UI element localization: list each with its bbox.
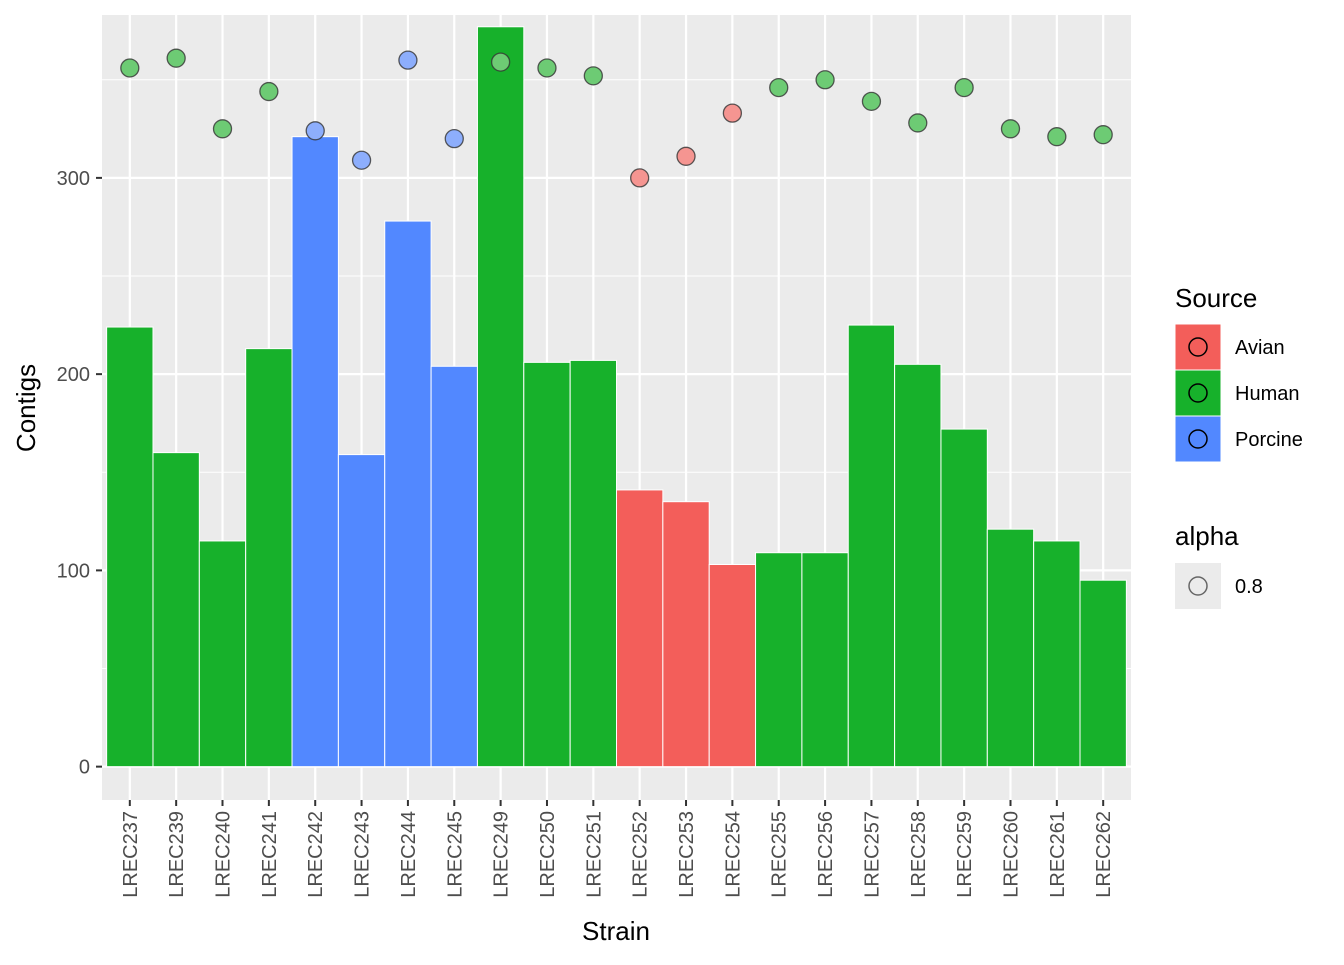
point-LREC257	[861, 91, 882, 111]
legend-label-alpha: 0.8	[1235, 576, 1263, 598]
x-tick-label: LREC255	[769, 811, 791, 898]
point-LREC240	[212, 119, 233, 139]
legend-circle-icon	[1188, 576, 1208, 596]
bar-LREC259	[940, 428, 988, 768]
point-LREC244	[398, 50, 418, 70]
bar-LREC261	[1033, 540, 1081, 768]
point-LREC241	[259, 81, 279, 102]
point-LREC254	[722, 103, 743, 123]
x-axis-title: Strain	[582, 916, 650, 946]
y-tick-label: 200	[57, 364, 90, 386]
points	[120, 48, 1113, 188]
legend-label-avian: Avian	[1235, 337, 1285, 359]
x-tick-label: LREC254	[722, 811, 744, 898]
point-LREC259	[954, 77, 974, 98]
x-tick-label: LREC250	[537, 811, 559, 898]
x-tick-label: LREC253	[676, 811, 698, 898]
legend-circle-icon	[1188, 383, 1208, 403]
point-LREC245	[444, 128, 464, 149]
bar-LREC239	[152, 452, 200, 768]
bar-LREC256	[801, 552, 849, 768]
x-tick-label: LREC260	[1000, 811, 1022, 898]
bar-LREC240	[198, 540, 247, 768]
point-LREC256	[815, 70, 835, 90]
bar-LREC249	[476, 26, 525, 768]
bar-LREC250	[523, 361, 571, 768]
y-axis: 0 100 200 300	[57, 168, 102, 779]
legend-key-porcine	[1174, 415, 1222, 463]
point-LREC239	[166, 48, 186, 68]
point-LREC255	[769, 77, 789, 98]
x-tick-label: LREC256	[815, 811, 837, 898]
x-tick-label: LREC249	[491, 811, 513, 898]
point-LREC262	[1093, 125, 1113, 145]
x-tick-label: LREC239	[166, 811, 188, 898]
x-tick-label: LREC251	[583, 811, 605, 898]
point-LREC242	[305, 121, 325, 141]
x-tick-label: LREC243	[352, 811, 374, 898]
bar-LREC251	[569, 359, 617, 768]
bar-LREC262	[1079, 579, 1127, 768]
x-axis: LREC237 LREC239 LREC240 LREC241 LREC242 LREC2…	[120, 800, 1115, 898]
x-tick-label: LREC241	[259, 811, 281, 898]
point-LREC237	[120, 58, 140, 78]
bar-LREC254	[708, 564, 757, 768]
legend-key-alpha	[1175, 563, 1221, 609]
x-tick-label: LREC262	[1093, 811, 1115, 898]
legend-key-avian	[1174, 323, 1222, 371]
point-LREC260	[1000, 119, 1021, 139]
x-tick-label: LREC258	[908, 811, 930, 898]
x-tick-label: LREC244	[398, 811, 420, 898]
bar-LREC245	[430, 365, 478, 768]
point-LREC253	[676, 146, 696, 166]
bar-LREC260	[986, 528, 1035, 768]
bars	[106, 26, 1127, 768]
x-tick-label: LREC237	[120, 811, 142, 898]
bar-LREC252	[616, 489, 664, 768]
legend-circle-icon	[1188, 429, 1208, 449]
legend-key-human	[1174, 369, 1222, 417]
x-tick-label: LREC259	[954, 811, 976, 898]
bar-LREC253	[662, 501, 710, 768]
point-LREC252	[630, 168, 650, 188]
y-tick-label: 0	[79, 757, 90, 779]
legend-circle-icon	[1188, 337, 1208, 357]
bar-LREC241	[245, 348, 293, 768]
bar-LREC255	[755, 552, 803, 768]
legend-title-source: Source	[1175, 283, 1257, 313]
point-LREC258	[908, 113, 928, 133]
bar-LREC237	[106, 326, 154, 768]
x-tick-label: LREC261	[1047, 811, 1069, 898]
x-tick-label: LREC240	[213, 811, 235, 898]
x-tick-label: LREC252	[630, 811, 652, 898]
x-tick-label: LREC257	[861, 811, 883, 898]
bar-LREC257	[847, 324, 896, 768]
legend: Source Avian Human Porcine alpha 0.8	[1174, 283, 1303, 609]
point-LREC250	[537, 58, 557, 78]
x-tick-label: LREC242	[305, 811, 327, 898]
legend-label-porcine: Porcine	[1235, 429, 1303, 451]
point-LREC249	[490, 52, 511, 72]
bar-LREC242	[291, 136, 339, 768]
bar-LREC244	[384, 220, 432, 768]
y-axis-title: Contigs	[11, 364, 41, 452]
bar-LREC243	[337, 454, 386, 768]
point-LREC251	[583, 66, 603, 86]
y-tick-label: 100	[57, 560, 90, 582]
legend-label-human: Human	[1235, 383, 1299, 405]
bar-LREC258	[894, 363, 942, 768]
legend-title-alpha: alpha	[1175, 521, 1239, 551]
point-LREC261	[1047, 127, 1067, 147]
point-LREC243	[351, 150, 372, 170]
y-tick-label: 300	[57, 168, 90, 190]
x-tick-label: LREC245	[444, 811, 466, 898]
